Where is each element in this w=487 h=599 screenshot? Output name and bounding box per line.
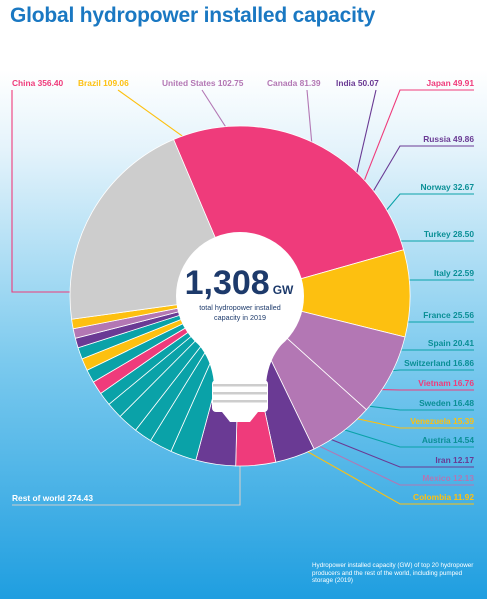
chart-caption: Hydropower installed capacity (GW) of to… <box>312 562 474 585</box>
label-india: India 50.07 <box>336 78 379 88</box>
label-mexico: Mexico 12.13 <box>422 473 474 483</box>
label-russia: Russia 49.86 <box>423 134 474 144</box>
total-caption-line1: total hydropower installed <box>199 303 281 312</box>
label-colombia: Colombia 11.92 <box>413 492 474 502</box>
leader-rest-of-world <box>12 458 241 506</box>
label-norway: Norway 32.67 <box>420 182 474 192</box>
label-china: China 356.40 <box>12 78 64 88</box>
leader-china <box>11 90 90 293</box>
chart-title: Global hydropower installed capacity <box>10 4 376 27</box>
slice-labels: China 356.40 Brazil 109.06 United States 1… <box>12 78 474 503</box>
label-united-states: United States 102.75 <box>162 78 244 88</box>
label-rest-of-world: Rest of world 274.43 <box>12 493 93 503</box>
label-switzerland: Switzerland 16.86 <box>404 358 474 368</box>
label-vietnam: Vietnam 16.76 <box>418 378 474 388</box>
total-value-unit: GW <box>273 283 294 297</box>
label-japan: Japan 49.91 <box>427 78 475 88</box>
label-canada: Canada 81.39 <box>267 78 321 88</box>
label-venezuela: Venezuela 15.39 <box>410 416 474 426</box>
label-france: France 25.56 <box>423 310 474 320</box>
total-caption-line2: capacity in 2019 <box>214 313 266 322</box>
label-iran: Iran 12.17 <box>435 455 474 465</box>
label-austria: Austria 14.54 <box>422 435 474 445</box>
total-value: 1,308 GW <box>185 264 294 302</box>
label-turkey: Turkey 28.50 <box>424 229 474 239</box>
total-value-number: 1,308 <box>185 264 270 302</box>
label-sweden: Sweden 16.48 <box>419 398 474 408</box>
label-italy: Italy 22.59 <box>434 268 474 278</box>
label-spain: Spain 20.41 <box>428 338 474 348</box>
slice-brazil <box>238 249 411 338</box>
label-brazil: Brazil 109.06 <box>78 78 129 88</box>
lightbulb-icon <box>176 232 304 422</box>
